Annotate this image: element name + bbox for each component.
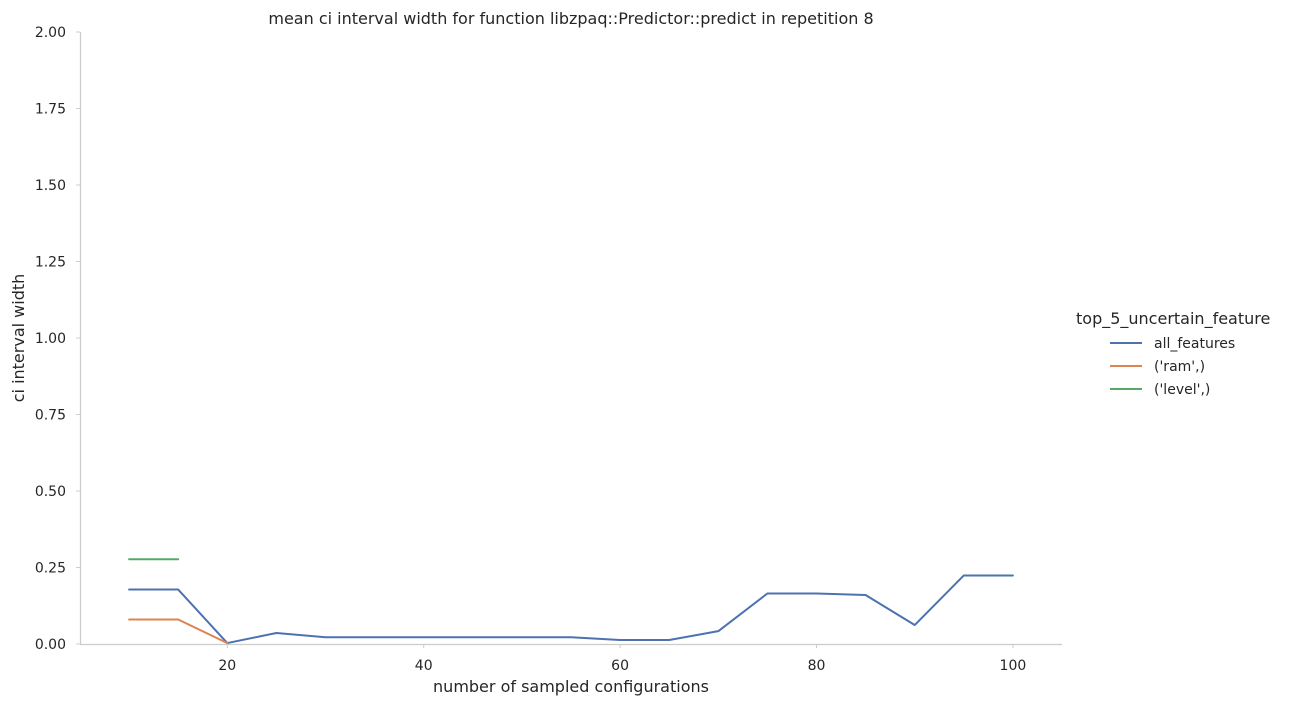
legend-items: all_features ('ram',) ('level',): [1110, 336, 1235, 398]
legend-label-ram: ('ram',): [1154, 359, 1205, 375]
y-tick-label: 0.75: [35, 408, 66, 424]
legend-title: top_5_uncertain_feature: [1076, 309, 1270, 329]
y-axis-title: ci interval width: [9, 274, 28, 403]
x-axis-ticks: 20 40 60 80 100: [218, 644, 1026, 674]
y-tick-label: 1.25: [35, 255, 66, 271]
x-axis-title: number of sampled configurations: [433, 677, 709, 696]
y-tick-label: 2.00: [35, 25, 66, 41]
plot-area: 0.00 0.25 0.50 0.75 1.00 1.25 1.50 1.75 2.00 20 4…: [35, 25, 1062, 674]
y-tick-label: 1.75: [35, 102, 66, 118]
y-tick-label: 0.50: [35, 484, 66, 500]
x-tick-label: 60: [611, 658, 629, 674]
y-tick-label: 1.50: [35, 178, 66, 194]
legend-label-level: ('level',): [1154, 382, 1210, 398]
x-tick-label: 40: [415, 658, 433, 674]
y-axis-ticks: 0.00 0.25 0.50 0.75 1.00 1.25 1.50 1.75 2.00: [35, 25, 80, 653]
series-lines: [128, 558, 1014, 645]
series-line-all-features: [128, 574, 1014, 645]
y-tick-label: 0.00: [35, 637, 66, 653]
chart-title: mean ci interval width for function libz…: [268, 9, 873, 28]
legend-label-all-features: all_features: [1154, 336, 1235, 352]
legend: top_5_uncertain_feature all_features ('ra…: [1076, 309, 1270, 398]
x-tick-label: 100: [1000, 658, 1027, 674]
y-tick-label: 1.00: [35, 331, 66, 347]
x-tick-label: 20: [218, 658, 236, 674]
x-tick-label: 80: [808, 658, 826, 674]
series-line-ram: [128, 618, 229, 645]
y-tick-label: 0.25: [35, 561, 66, 577]
